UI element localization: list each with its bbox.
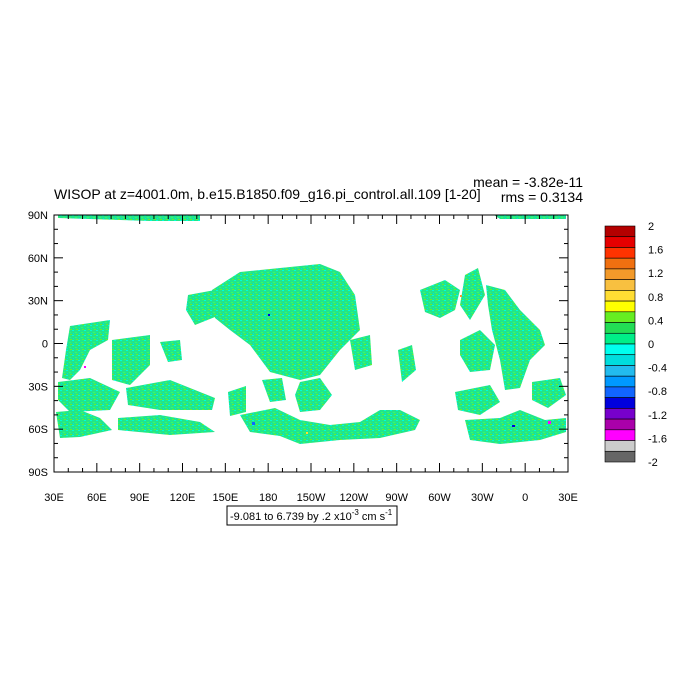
x-tick-label: 60W [428,492,451,504]
colorbar-label: 0.4 [648,315,663,327]
x-tick-label: 30W [471,492,494,504]
chart-title: WISOP at z=4001.0m, b.e15.B1850.f09_g16.… [54,186,481,202]
colorbar-swatch [604,440,636,452]
colorbar-swatch [604,311,636,323]
colorbar-swatch [604,236,636,248]
colorbar-label: -2 [648,457,658,469]
colorbar-swatch [604,429,636,441]
colorbar-label: 2 [648,221,654,233]
colorbar-swatch [604,332,636,345]
x-tick-label: 90W [385,492,408,504]
range-note: -9.081 to 6.739 by .2 x10-3 cm s-1 [226,505,398,526]
colorbar-label: -1.6 [648,433,667,445]
colorbar-swatch [604,354,636,366]
colorbar-swatch [604,257,636,270]
y-tick-label: 30N [28,296,48,308]
x-tick-label: 180 [259,492,277,504]
x-tick-label: 30E [558,492,578,504]
colorbar-swatch [604,343,636,356]
range-note-unit: cm s [359,511,386,523]
colorbar-swatch [604,375,636,388]
x-tick-label: 30E [44,492,64,504]
stat-mean: mean = -3.82e-11 [473,174,583,190]
x-tick-label: 60E [87,492,107,504]
colorbar-swatch [604,408,636,420]
x-tick-label: 90E [130,492,150,504]
colorbar-swatch [604,268,636,280]
x-tick-label: 0 [522,492,528,504]
y-tick-label: 90S [28,467,48,479]
x-axis: 30E 60E 90E 120E 150E 180 150W 120W 90W 60W 30W 0 30… [44,215,578,504]
colorbar-swatch [604,290,636,302]
range-note-unit-exp: -1 [385,508,393,517]
range-note-text: -9.081 to 6.739 by .2 x10 [230,511,352,523]
colorbar-label: 1.6 [648,245,663,257]
colorbar-swatch [604,279,636,291]
colorbar-swatch [604,386,636,398]
colorbar-label: 0 [648,339,654,351]
colorbar-label: 1.2 [648,268,663,280]
colorbar-swatch [604,247,636,259]
y-tick-label: 30S [28,381,48,393]
stat-rms: rms = 0.3134 [501,189,583,205]
svg-text:-9.081 to 6.739 by .2 x10-3 cm: -9.081 to 6.739 by .2 x10-3 cm s-1 [230,508,393,523]
colorbar-label: -0.8 [648,386,667,398]
colorbar-swatch [604,225,636,238]
y-tick-label: 60S [28,424,48,436]
colorbar-swatch [604,365,636,377]
colorbar-label: -0.4 [648,363,667,375]
colorbar-label: 0.8 [648,292,663,304]
x-tick-label: 120E [170,492,196,504]
colorbar-swatch [604,322,636,334]
colorbar: 2 1.6 1.2 0.8 0.4 0 -0.4 -0.8 -1.2 -1.6 -2 [604,221,667,469]
colorbar-swatch [604,418,636,431]
y-tick-label: 60N [28,253,48,265]
colorbar-swatch [604,397,636,409]
colorbar-swatch [604,300,636,313]
y-tick-label: 90N [28,210,48,222]
range-note-exp: -3 [352,508,360,517]
colorbar-label: -1.2 [648,410,667,422]
map-field [54,215,568,472]
y-axis: 90N 60N 30N 0 30S 60S 90S [28,210,568,479]
x-tick-label: 150W [297,492,326,504]
colorbar-swatch [604,450,636,463]
x-tick-label: 120W [339,492,368,504]
y-tick-label: 0 [42,339,48,351]
x-tick-label: 150E [212,492,238,504]
